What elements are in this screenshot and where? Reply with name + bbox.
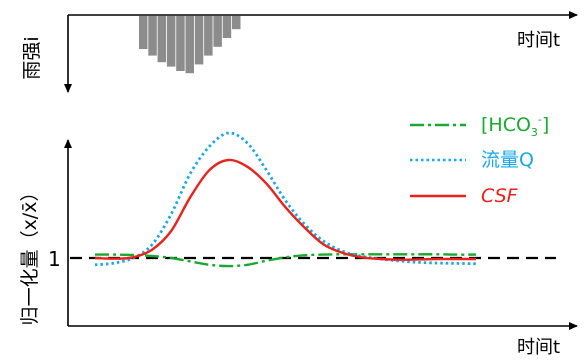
flow-line bbox=[94, 131, 477, 267]
legend-flow-label: 流量Q bbox=[481, 149, 534, 171]
flow-x-label: 时间t bbox=[517, 337, 560, 358]
rain-bar bbox=[194, 16, 204, 65]
rain-bar bbox=[232, 16, 241, 30]
rain-bar bbox=[213, 16, 222, 47]
rain-bar bbox=[176, 16, 185, 71]
rain-bars bbox=[139, 16, 241, 74]
rain-bar bbox=[222, 16, 232, 38]
hco3-line bbox=[94, 253, 477, 268]
legend-csf-label: CSF bbox=[481, 185, 519, 207]
rain-bar bbox=[139, 16, 148, 49]
rain-panel: 雨强i 时间t bbox=[21, 11, 578, 93]
rain-y-label: 雨强i bbox=[21, 36, 43, 79]
rain-bar bbox=[185, 16, 194, 74]
series-lines bbox=[94, 131, 477, 268]
rain-bar bbox=[204, 16, 213, 56]
legend-hco3-label: [HCO3-] bbox=[481, 113, 549, 139]
csf-line bbox=[94, 158, 476, 261]
rain-bar bbox=[157, 16, 167, 63]
legend: [HCO3-] 流量Q CSF bbox=[410, 113, 549, 207]
flow-panel: 归一化量（x/x̄） 时间t 1 [HCO3-] 流量Q CSF bbox=[19, 113, 578, 358]
rain-bar bbox=[166, 16, 176, 67]
flow-y-label: 归一化量（x/x̄） bbox=[19, 183, 41, 326]
rain-bar bbox=[148, 16, 157, 56]
reference-label: 1 bbox=[48, 247, 61, 271]
rain-x-label: 时间t bbox=[517, 30, 560, 51]
